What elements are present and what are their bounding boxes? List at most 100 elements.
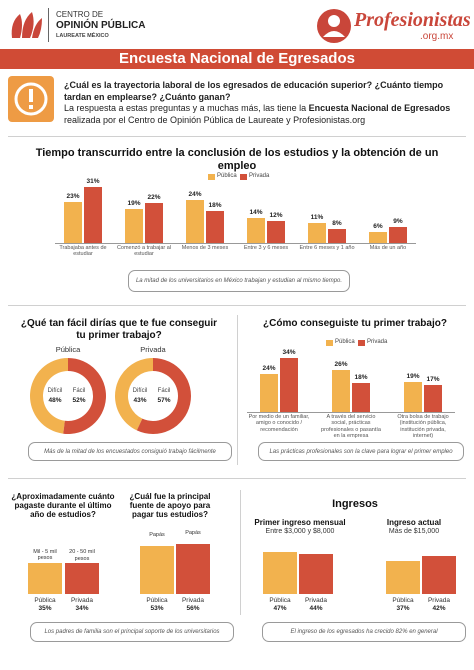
chart-title: Primer ingreso mensual (254, 518, 346, 527)
bar (206, 210, 224, 243)
value-label: 53% (150, 605, 164, 612)
bar (145, 203, 163, 243)
value-label: 34% (75, 605, 89, 612)
brand-icon (317, 9, 351, 43)
logo-divider (48, 8, 49, 42)
donut (30, 358, 107, 434)
value-label: 31% (86, 178, 100, 186)
alert-icon (8, 76, 54, 122)
x-tick-label: Trabajaba antes de estudiar (59, 245, 107, 258)
bar (125, 208, 143, 243)
x-tick-label: A través del servicio social, prácticas … (321, 414, 381, 439)
intro-text: La respuesta a estas preguntas y a mucha… (64, 103, 309, 114)
value-label: 56% (186, 605, 200, 612)
donut-segment (30, 358, 68, 434)
value-label: 14% (249, 208, 263, 216)
x-tick-label: Pública (146, 597, 168, 604)
x-tick-label: Entre 3 y 6 meses (243, 245, 289, 251)
value-label: 42% (432, 605, 446, 612)
donut-label: Pública (55, 345, 81, 354)
x-tick-label: Pública (392, 597, 414, 604)
x-tick-label: Privada (181, 597, 205, 604)
section-title: Ingresos (332, 498, 378, 510)
x-tick-label: Por medio de un familiar, amigo o conoci… (248, 414, 310, 433)
value-label: 26% (334, 361, 348, 369)
bar (280, 357, 298, 412)
x-tick-label: Privada (427, 597, 451, 604)
bar-label: Mil - 5 mil pesos (33, 548, 57, 561)
banner: Encuesta Nacional de Egresados (0, 49, 474, 69)
legend-swatch (240, 174, 247, 180)
x-tick-label: Más de un año (369, 245, 407, 251)
bar (247, 217, 265, 243)
divider (8, 478, 466, 479)
segment-value: 48% (48, 397, 62, 404)
value-label: 8% (332, 219, 342, 227)
bar (328, 228, 346, 243)
intro-answer: La respuesta a estas preguntas y a mucha… (64, 103, 466, 126)
value-label: 6% (373, 223, 383, 231)
donut (115, 358, 191, 434)
donut-segment (63, 358, 107, 434)
donut-label: Privada (140, 345, 166, 354)
brand-name: Profesionistas (354, 9, 471, 31)
chart-note: La mitad de los universitarios en México… (128, 270, 350, 292)
chart-note: El ingreso de los egresados ha crecido 8… (262, 622, 466, 642)
value-label: 22% (147, 194, 161, 202)
value-label: 35% (38, 605, 52, 612)
segment-label: Fácil (157, 388, 171, 394)
bar (369, 232, 387, 243)
segment-label: Difícil (47, 388, 63, 394)
chart-title: ¿Cómo conseguiste tu primer trabajo? (263, 318, 447, 329)
bar-label: Papás (185, 529, 201, 536)
bar (186, 199, 204, 243)
x-tick-label: Pública (34, 597, 56, 604)
bar (352, 383, 370, 412)
legend-label: Pública (217, 173, 237, 179)
chart-title: Tiempo transcurrido entre la conclusión … (35, 147, 439, 172)
bar (263, 551, 297, 594)
chart-subtitle: Entre $3,000 y $8,000 (265, 528, 335, 535)
axis-line (247, 412, 455, 413)
alert-symbol (14, 82, 48, 116)
bar (389, 226, 407, 243)
legend-swatch (208, 174, 215, 180)
chart-note: Las prácticas profesionales son la clave… (258, 442, 464, 461)
intro-text: realizada por el Centro de Opinión Públi… (64, 115, 366, 126)
bar (386, 560, 420, 594)
bar (65, 563, 99, 594)
bar (308, 223, 326, 243)
x-tick-label: Comenzó a trabajar al estudiar (116, 245, 172, 258)
intro-question: ¿Cuál es la trayectoria laboral de los e… (64, 80, 444, 102)
chart-title: ¿Cuál fue la principal fuente de apoyo p… (129, 492, 211, 520)
donut-segment (136, 358, 191, 434)
segment-value: 57% (157, 397, 171, 404)
bar (64, 201, 82, 243)
value-label: 18% (208, 201, 222, 209)
bar (332, 370, 350, 412)
logo-line: LAUREATE MÉXICO (56, 33, 109, 39)
divider (240, 490, 241, 615)
segment-label: Fácil (72, 388, 86, 394)
bar (299, 554, 333, 594)
brand-domain: .org.mx (420, 31, 454, 42)
bar (267, 221, 285, 243)
divider (8, 305, 466, 306)
logo-icon (11, 12, 42, 38)
value-label: 9% (393, 217, 403, 225)
chart-title: ¿Aproximadamente cuánto pagaste durante … (11, 492, 115, 520)
legend-label: Privada (367, 339, 388, 345)
chart-title: ¿Qué tan fácil dirías que te fue consegu… (20, 318, 218, 341)
x-tick-label: Entre 6 meses y 1 año (299, 245, 355, 251)
segment-value: 52% (72, 397, 86, 404)
x-tick-label: Menos de 3 meses (181, 245, 229, 251)
chart-note: Más de la mitad de los encuestados consi… (28, 442, 232, 461)
segment-value: 43% (133, 397, 147, 404)
value-label: 24% (262, 364, 276, 372)
intro: ¿Cuál es la trayectoria laboral de los e… (64, 80, 466, 127)
bar (140, 546, 174, 594)
bar (84, 187, 102, 243)
legend-label: Pública (335, 339, 355, 345)
x-tick-label: Otra bolsa de trabajo (institución públi… (397, 414, 449, 439)
